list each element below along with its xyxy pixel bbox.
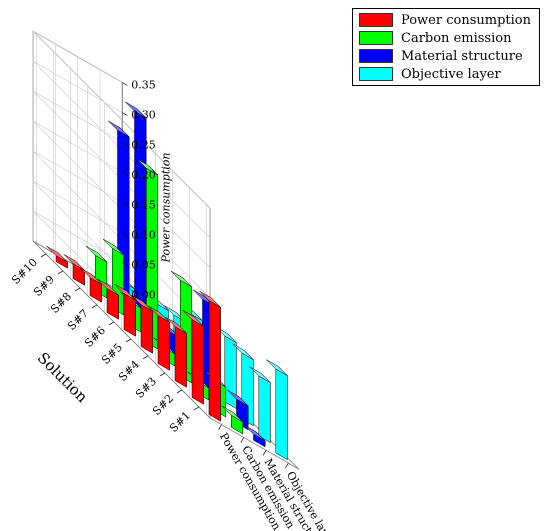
solution-tick-label: S#1	[167, 409, 193, 435]
legend-swatch-objective	[359, 67, 393, 81]
bar-power-consumption-S6	[114, 283, 136, 337]
z-tick-label: 0.00	[131, 289, 156, 302]
legend-label-objective: Objective layer	[401, 66, 501, 82]
legend-label-material: Material structure	[401, 48, 523, 64]
legend-item-material: Material structure	[359, 47, 523, 65]
z-tick-label: 0.25	[131, 139, 156, 152]
legend-label-power: Power consumption	[401, 12, 531, 28]
z-tick-label: 0.05	[131, 259, 156, 272]
legend-item-power: Power consumption	[359, 11, 531, 29]
bar-objective-layer-S2	[249, 366, 271, 444]
bar-power-consumption-S4	[148, 305, 170, 371]
bar-objective-layer-S1	[266, 359, 288, 461]
legend-item-objective: Objective layer	[359, 65, 501, 83]
solution-tick-label: S#6	[82, 324, 108, 350]
solution-tick-label: S#8	[48, 290, 74, 316]
legend-swatch-material	[359, 49, 393, 63]
solution-tick-label: S#4	[116, 358, 142, 384]
legend-swatch-power	[359, 13, 393, 27]
solution-tick-label: S#10	[9, 256, 40, 287]
solution-tick-label: S#9	[31, 273, 57, 299]
bar-power-consumption-S1	[199, 290, 221, 422]
bar-power-consumption-S8	[80, 267, 102, 303]
z-tick-label: 0.15	[131, 199, 156, 212]
solution-tick-label: S#5	[99, 341, 125, 367]
z-axis-title: Power consumption	[159, 153, 172, 264]
bar-material-structure-S1	[244, 424, 266, 448]
bar-power-consumption-S7	[97, 278, 119, 320]
legend-swatch-carbon	[359, 31, 393, 45]
z-ticks: 0.00 0.05 0.10 0.15 0.20 0.25 0.30 0.35	[122, 79, 156, 302]
z-tick-label: 0.30	[131, 109, 156, 122]
z-tick-label: 0.10	[131, 229, 156, 242]
bar-power-consumption-S2	[182, 309, 204, 405]
legend-item-carbon: Carbon emission	[359, 29, 511, 47]
bar-power-consumption-S3	[165, 316, 187, 388]
z-tick-label: 0.35	[131, 79, 156, 92]
solution-axis-title: Solution	[34, 349, 92, 407]
solution-tick-label: S#7	[65, 307, 91, 333]
bar-power-consumption-S5	[131, 294, 153, 354]
bar-power-consumption-S10	[46, 245, 68, 269]
bars	[46, 101, 288, 461]
solution-tick-label: S#2	[150, 392, 176, 418]
legend-label-carbon: Carbon emission	[401, 30, 512, 46]
legend: Power consumption Carbon emission Materi…	[352, 8, 540, 86]
bar-carbon-emission-S6	[136, 158, 159, 350]
solution-tick-label: S#3	[133, 375, 159, 401]
bar-carbon-emission-S1	[221, 405, 244, 435]
bar-power-consumption-S9	[63, 253, 85, 286]
z-tick-label: 0.20	[131, 169, 156, 182]
